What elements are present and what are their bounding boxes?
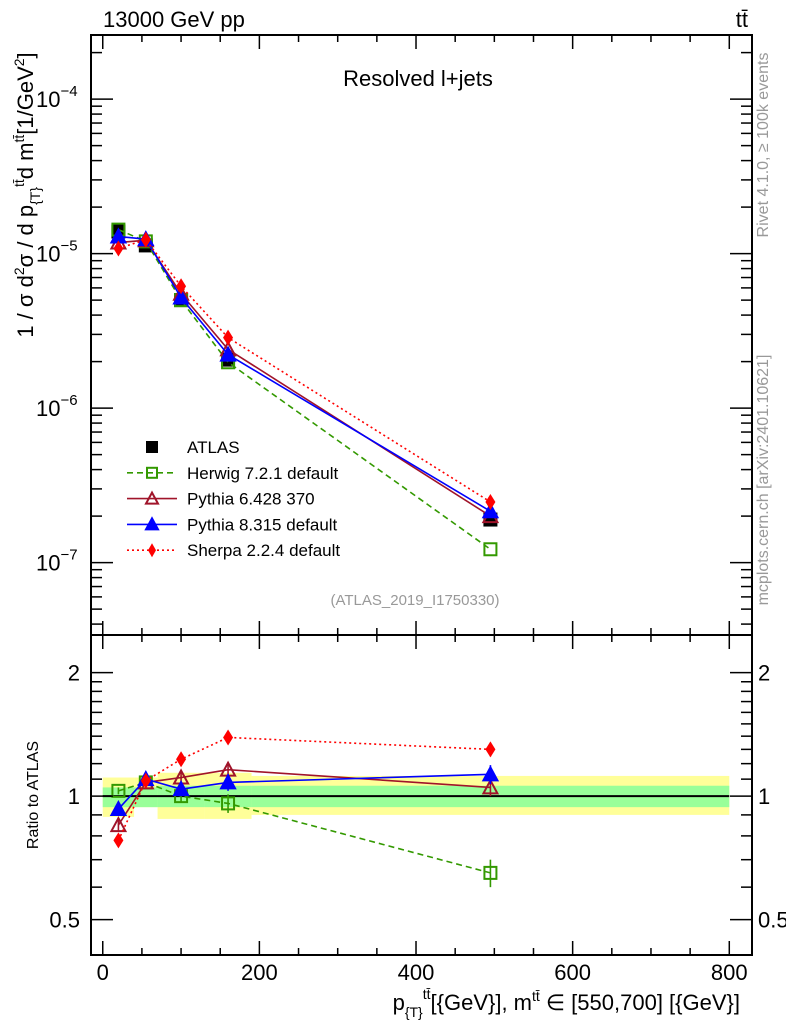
x-tick-label: 600: [554, 960, 591, 985]
y-axis-label: 1 / σ d2σ / d p{T}tt̄d mtt̄[1/GeV2]: [11, 52, 43, 337]
y-tick-base: 10: [36, 396, 60, 421]
data-point-marker: [109, 799, 128, 817]
legend: ATLAS Herwig 7.2.1 default Pythia 6.428 37…: [127, 438, 340, 560]
data-point-marker: [483, 542, 498, 557]
chart-title: Resolved l+jets: [343, 66, 493, 91]
ratio-y-tick-label: 1: [68, 784, 80, 809]
ratio-y-tick-label: 0.5: [49, 908, 80, 933]
y-tick-base: 10: [36, 242, 60, 267]
data-point-marker: [481, 502, 500, 519]
data-point-marker: [483, 865, 498, 880]
legend-label: Pythia 8.315 default: [187, 515, 338, 534]
ratio-y-tick-label-right: 0.5: [758, 908, 786, 933]
legend-label: Herwig 7.2.1 default: [187, 464, 338, 483]
y-tick-label: 10−7: [36, 547, 78, 576]
y-tick-exponent: −6: [60, 392, 77, 409]
legend-item: Herwig 7.2.1 default: [127, 464, 338, 483]
legend-label: Sherpa 2.2.4 default: [187, 541, 340, 560]
data-point-marker: [176, 278, 187, 295]
data-point-marker: [146, 466, 158, 479]
data-point-marker: [223, 329, 234, 346]
ratio-y-tick-label-right: 1: [758, 784, 770, 809]
y-tick-base: 10: [36, 551, 60, 576]
legend-item: Pythia 6.428 370: [127, 490, 315, 509]
series-sherpa-2-2-4-default: [113, 231, 496, 510]
data-point-marker: [113, 240, 124, 257]
uncertainty-band-stat: [134, 787, 158, 808]
data-point-marker: [111, 783, 126, 798]
data-point-marker: [221, 796, 236, 811]
y-tick-label: 10−5: [36, 238, 78, 267]
data-point-marker: [109, 815, 128, 833]
legend-item: Pythia 8.315 default: [127, 515, 338, 534]
y-tick-base: 10: [36, 87, 60, 112]
ratio-frame: [90, 634, 753, 956]
data-point-marker: [223, 729, 234, 746]
y-tick-exponent: −5: [60, 238, 77, 255]
data-point-marker: [172, 288, 190, 305]
y-tick-label: 10−4: [36, 83, 78, 112]
x-tick-label: 200: [241, 960, 278, 985]
process-label: tt̄: [736, 7, 748, 32]
legend-item: ATLAS: [146, 438, 240, 457]
series-line: [118, 228, 491, 550]
legend-label: Pythia 6.428 370: [187, 490, 315, 509]
mcplots-label: mcplots.cern.ch [arXiv:2401.10621]: [755, 355, 772, 606]
data-point-marker: [146, 441, 158, 453]
x-axis-label: p{T}tt̄[{GeV}], mtt̄ ∈ [550,700] [{GeV}]: [393, 986, 740, 1020]
data-point-marker: [172, 780, 190, 797]
energy-label: 13000 GeV pp: [103, 7, 245, 32]
data-point-marker: [485, 741, 496, 758]
legend-label: ATLAS: [187, 438, 240, 457]
data-point-marker: [140, 772, 151, 789]
ratio-axis-label: Ratio to ATLAS: [25, 741, 42, 849]
data-point-marker: [485, 493, 496, 510]
ratio-line: [118, 781, 491, 874]
y-tick-label: 10−6: [36, 392, 78, 421]
x-tick-label: 400: [398, 960, 435, 985]
series-line: [118, 238, 491, 503]
x-tick-label: 800: [711, 960, 748, 985]
data-point-marker: [219, 345, 237, 362]
ratio-panel: [90, 634, 753, 956]
analysis-id: (ATLAS_2019_I1750330): [330, 592, 499, 609]
y-tick-exponent: −4: [60, 83, 77, 100]
data-point-marker: [481, 778, 500, 795]
data-point-marker: [144, 516, 160, 531]
data-point-marker: [148, 543, 156, 558]
data-point-marker: [176, 751, 187, 768]
rivet-label: Rivet 4.1.0, ≥ 100k events: [755, 53, 772, 238]
ratio-y-tick-label-right: 2: [758, 661, 770, 686]
ratio-series-sherpa-2-2-4-default: [113, 729, 496, 849]
x-tick-label: 0: [97, 960, 109, 985]
ratio-y-tick-label: 2: [68, 661, 80, 686]
data-point-marker: [481, 765, 500, 782]
data-point-marker: [144, 490, 160, 505]
legend-item: Sherpa 2.2.4 default: [127, 541, 340, 560]
y-tick-exponent: −7: [60, 547, 77, 564]
data-point-marker: [140, 231, 151, 248]
data-point-marker: [219, 773, 237, 790]
data-point-marker: [113, 832, 124, 849]
